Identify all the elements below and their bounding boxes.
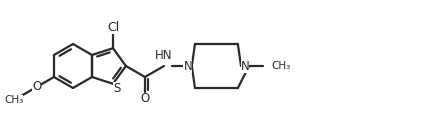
Text: HN: HN — [155, 49, 173, 62]
Text: O: O — [32, 80, 41, 93]
Text: CH₃: CH₃ — [272, 61, 291, 71]
Text: N: N — [241, 60, 249, 73]
Text: CH₃: CH₃ — [4, 95, 23, 105]
Text: Cl: Cl — [107, 21, 119, 34]
Text: O: O — [140, 92, 150, 106]
Text: S: S — [113, 82, 121, 95]
Text: N: N — [184, 60, 192, 73]
